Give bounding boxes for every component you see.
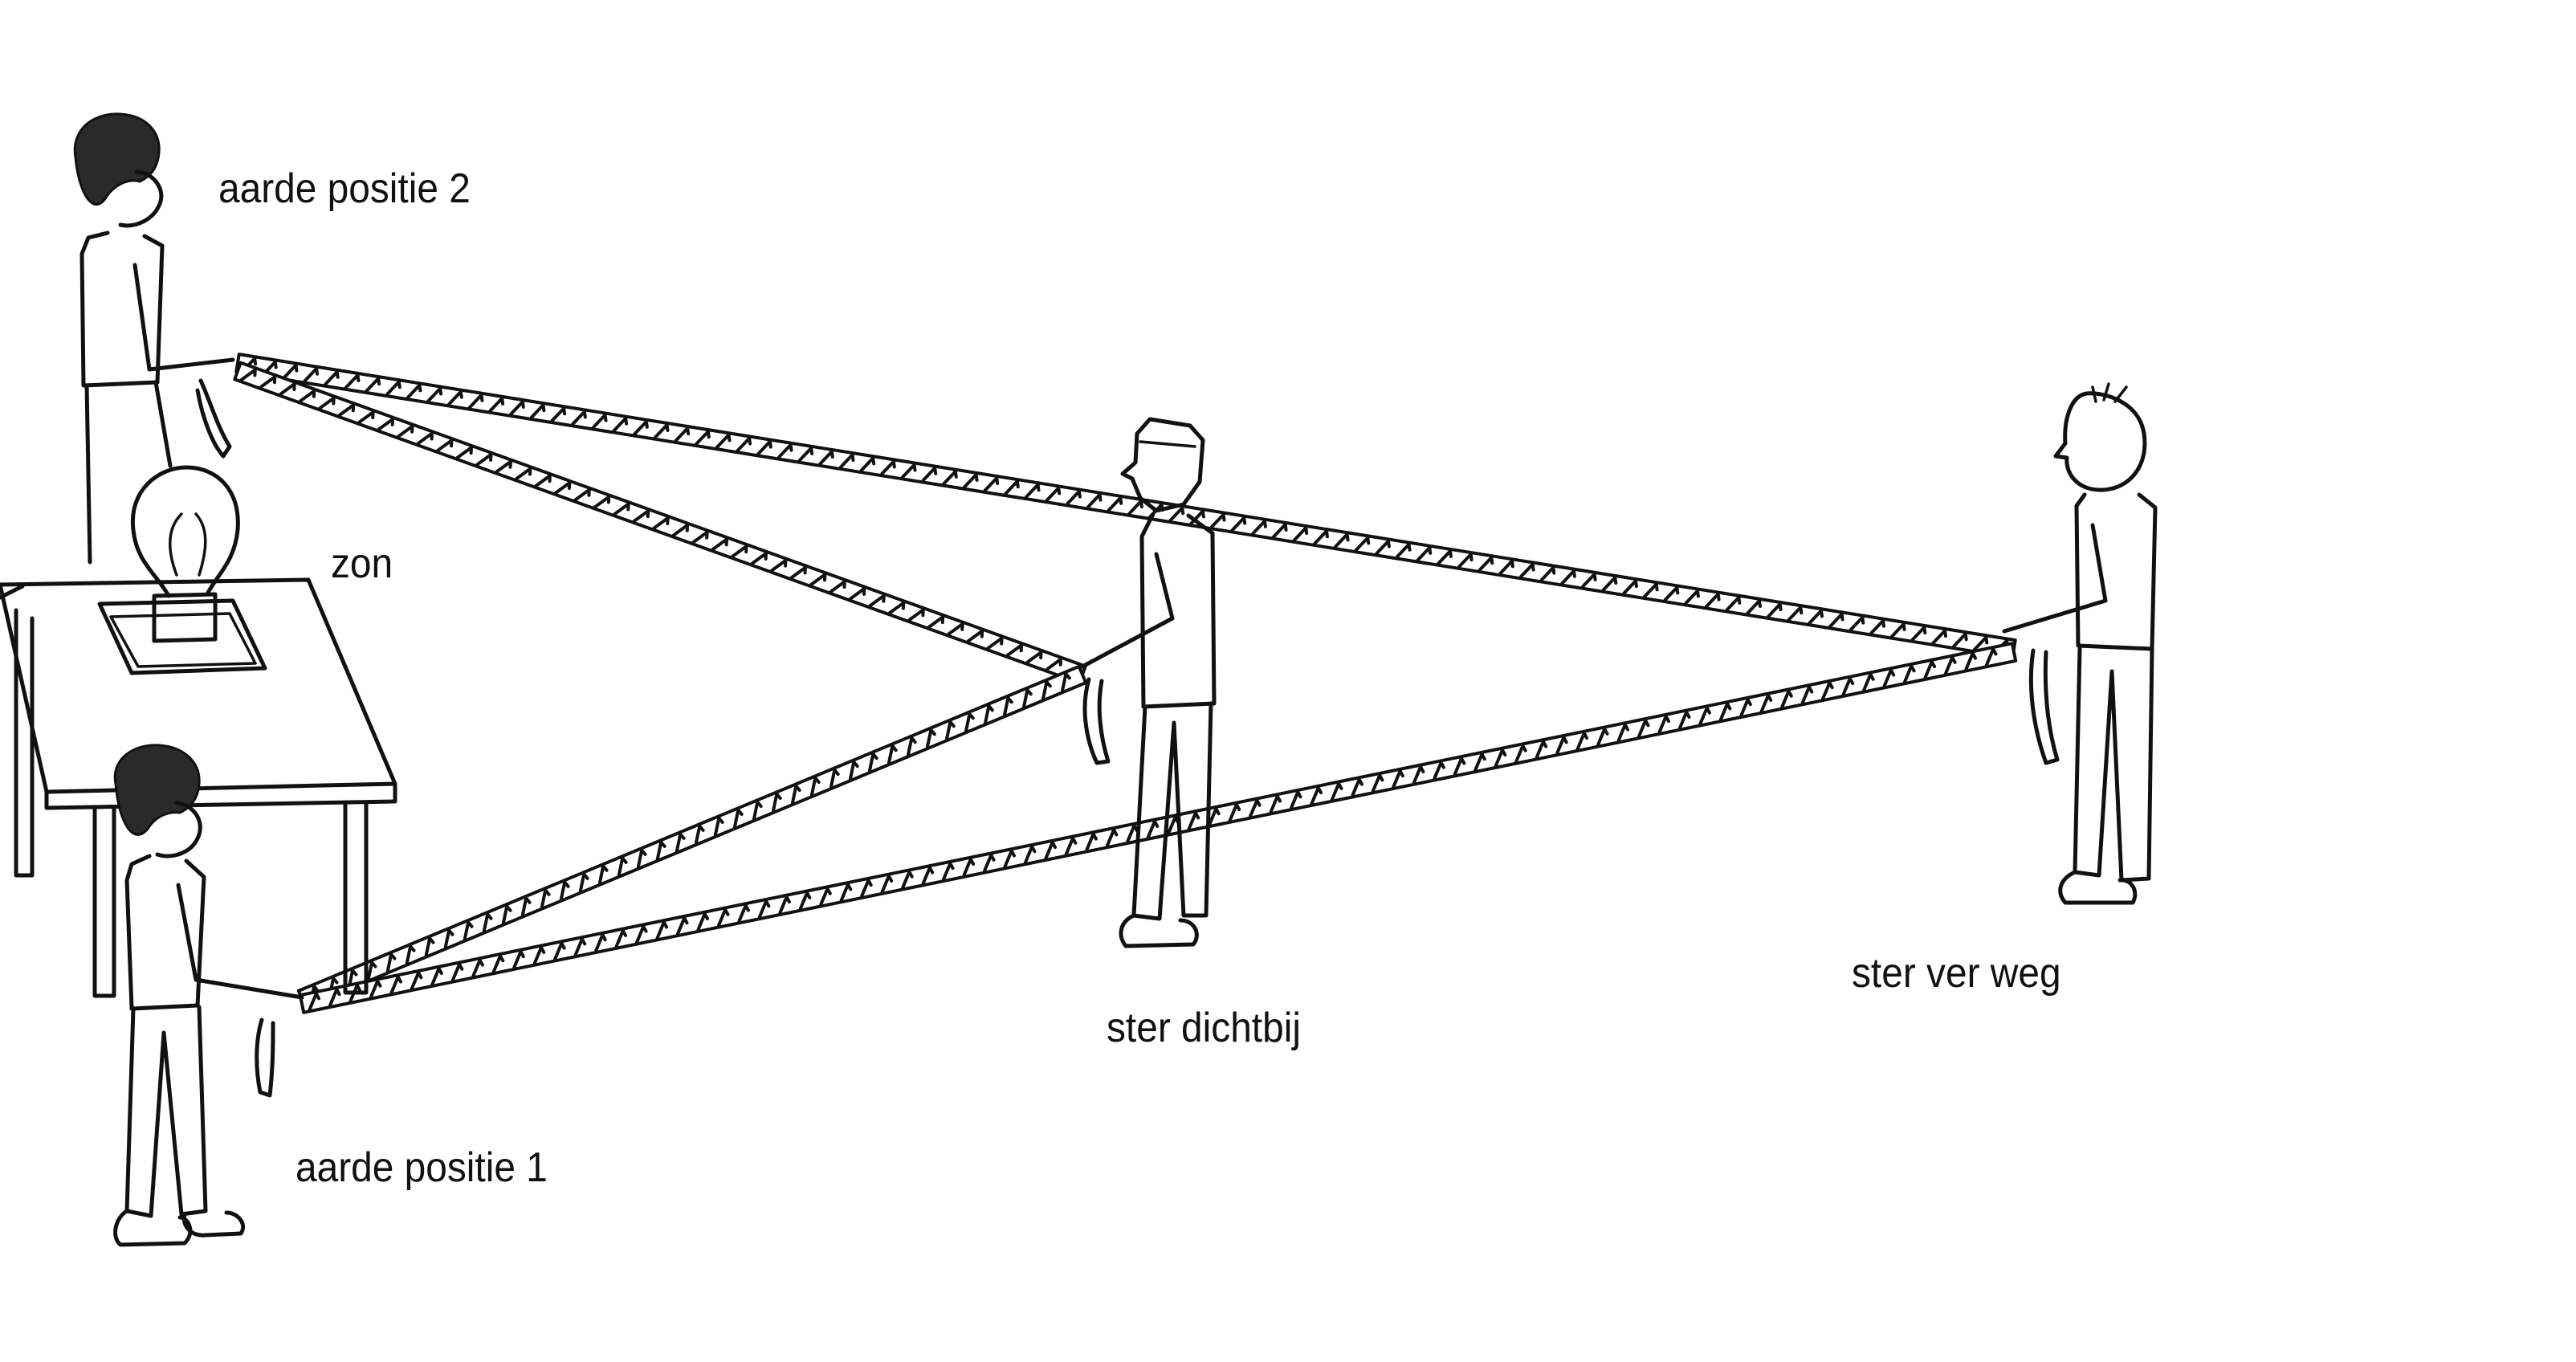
person-star-far [2002, 382, 2158, 905]
trousers [124, 1005, 208, 1218]
head [1120, 417, 1205, 513]
label-earth-position-2: aarde positie 2 [218, 165, 471, 212]
rope-earth1-to-star-far-braid [308, 647, 1998, 1011]
label-star-far: ster ver weg [1852, 950, 2061, 997]
table-with-lamp [0, 465, 397, 998]
label-earth-position-1: aarde positie 1 [296, 1144, 548, 1191]
trousers [2073, 646, 2154, 883]
rope-earth2-to-star-near-braid [239, 368, 1082, 679]
sight-lines [233, 353, 2018, 1014]
shoe-right [181, 1210, 246, 1238]
rope-end [195, 378, 232, 459]
arm [1080, 552, 1175, 669]
shoes [1119, 913, 1199, 948]
shoes [2058, 870, 2138, 905]
shoe-left [113, 1209, 193, 1247]
shirt [79, 230, 165, 388]
rope-end [255, 1017, 275, 1098]
arm [132, 263, 235, 372]
rope-end [2028, 648, 2060, 765]
lamp-base [97, 598, 267, 675]
arm [2002, 523, 2108, 634]
hair-line [1139, 440, 1196, 448]
rope-earth2-to-star-far [234, 353, 2017, 659]
label-sun: zon [331, 540, 393, 587]
shirt [124, 854, 206, 1011]
hair [113, 744, 201, 836]
arm [176, 883, 304, 1000]
person-star-near [1080, 417, 1217, 948]
face [155, 801, 202, 858]
person-earth-position-1 [113, 744, 304, 1247]
head [2053, 391, 2147, 492]
table-leg-left [14, 608, 35, 878]
hair-spikes [2091, 382, 2128, 403]
lamp-bulb [130, 465, 240, 598]
table-edge [44, 781, 397, 810]
shirt [2074, 492, 2158, 651]
label-star-near: ster dichtbij [1107, 1005, 1301, 1051]
lamp-socket [152, 592, 218, 643]
table-top [0, 577, 397, 794]
hair [73, 112, 161, 206]
face [118, 169, 164, 228]
rope-end [1082, 677, 1111, 765]
shirt [1139, 512, 1217, 709]
table-leg-front-right [343, 801, 369, 995]
person-earth-position-2 [73, 112, 235, 565]
table-leg-front-left [92, 805, 116, 998]
